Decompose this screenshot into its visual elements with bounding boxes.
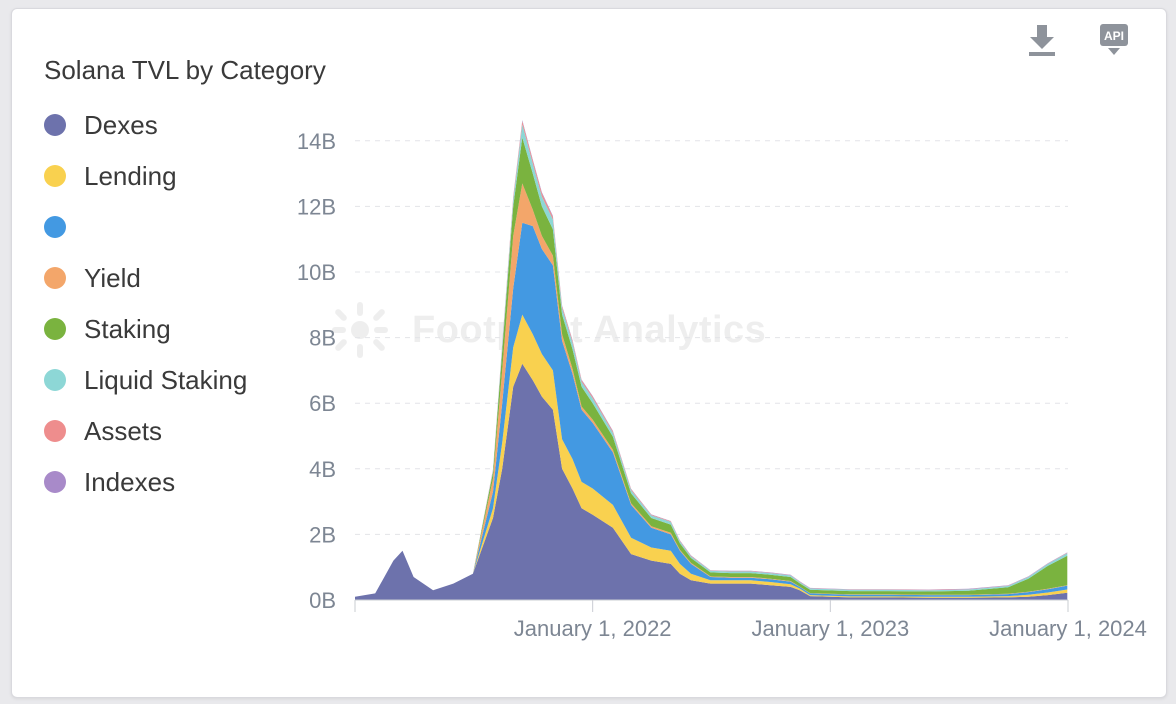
- x-tick-label: January 1, 2024: [989, 616, 1147, 641]
- legend-item-staking[interactable]: Staking: [44, 310, 247, 361]
- legend-item-liquid-staking[interactable]: Liquid Staking: [44, 361, 247, 412]
- api-button[interactable]: API: [1099, 22, 1129, 63]
- download-button[interactable]: [1026, 22, 1058, 63]
- legend-item-yield[interactable]: Yield: [44, 259, 247, 310]
- footprint-logo-icon: [332, 302, 388, 358]
- legend-swatch-icon: [44, 318, 66, 340]
- legend-swatch-icon: [44, 165, 66, 187]
- legend-item-assets[interactable]: Assets: [44, 412, 247, 463]
- area-series-yield: [355, 183, 1068, 597]
- x-axis: January 1, 2022 January 1, 2023 January 1,…: [354, 599, 1147, 641]
- legend: Dexes Lending Yield Staking Liquid Staki…: [44, 106, 247, 514]
- y-tick-label: 8B: [309, 326, 336, 351]
- legend-swatch-icon: [44, 420, 66, 442]
- legend-label: Assets: [84, 416, 163, 446]
- area-series-unnamed: [355, 222, 1068, 597]
- area-series-liquid-staking: [355, 124, 1068, 597]
- legend-swatch-icon: [44, 471, 66, 493]
- legend-label: Liquid Staking: [84, 365, 248, 395]
- watermark: Footprint Analytics: [330, 300, 766, 360]
- y-tick-label: 10B: [297, 260, 336, 285]
- y-tick-label: 14B: [297, 129, 336, 154]
- stacked-areas: [355, 120, 1068, 600]
- legend-swatch-icon: [44, 114, 66, 136]
- api-label: API: [1104, 29, 1124, 43]
- legend-label: Indexes: [84, 467, 176, 497]
- x-tick-label: January 1, 2022: [514, 616, 672, 641]
- legend-label: Yield: [84, 263, 141, 293]
- y-tick-label: 4B: [309, 457, 336, 482]
- legend-item-unnamed[interactable]: [44, 208, 247, 259]
- download-icon: [1029, 25, 1055, 56]
- legend-swatch-icon: [44, 369, 66, 391]
- y-axis: 0B 2B 4B 6B 8B 10B 12B 14B: [297, 129, 336, 613]
- legend-item-dexes[interactable]: Dexes: [44, 106, 247, 157]
- legend-swatch-icon: [44, 267, 66, 289]
- y-tick-label: 6B: [309, 391, 336, 416]
- area-series-staking: [355, 137, 1068, 597]
- y-tick-label: 0B: [309, 588, 336, 613]
- chart-title: Solana TVL by Category: [44, 55, 326, 85]
- legend-label: Staking: [84, 314, 171, 344]
- legend-label: Dexes: [84, 110, 158, 140]
- y-tick-label: 2B: [309, 522, 336, 547]
- area-series-assets: [355, 121, 1068, 597]
- x-tick-label: January 1, 2023: [751, 616, 909, 641]
- area-series-lending: [355, 314, 1068, 598]
- area-series-indexes: [355, 120, 1068, 597]
- legend-item-indexes[interactable]: Indexes: [44, 463, 247, 514]
- area-series-dexes: [355, 363, 1068, 600]
- gridlines: [355, 140, 1068, 535]
- watermark-text: Footprint Analytics: [412, 308, 767, 351]
- legend-label: Lending: [84, 161, 177, 191]
- legend-swatch-icon: [44, 216, 66, 238]
- y-tick-label: 12B: [297, 194, 336, 219]
- api-icon: API: [1100, 24, 1128, 55]
- legend-item-lending[interactable]: Lending: [44, 157, 247, 208]
